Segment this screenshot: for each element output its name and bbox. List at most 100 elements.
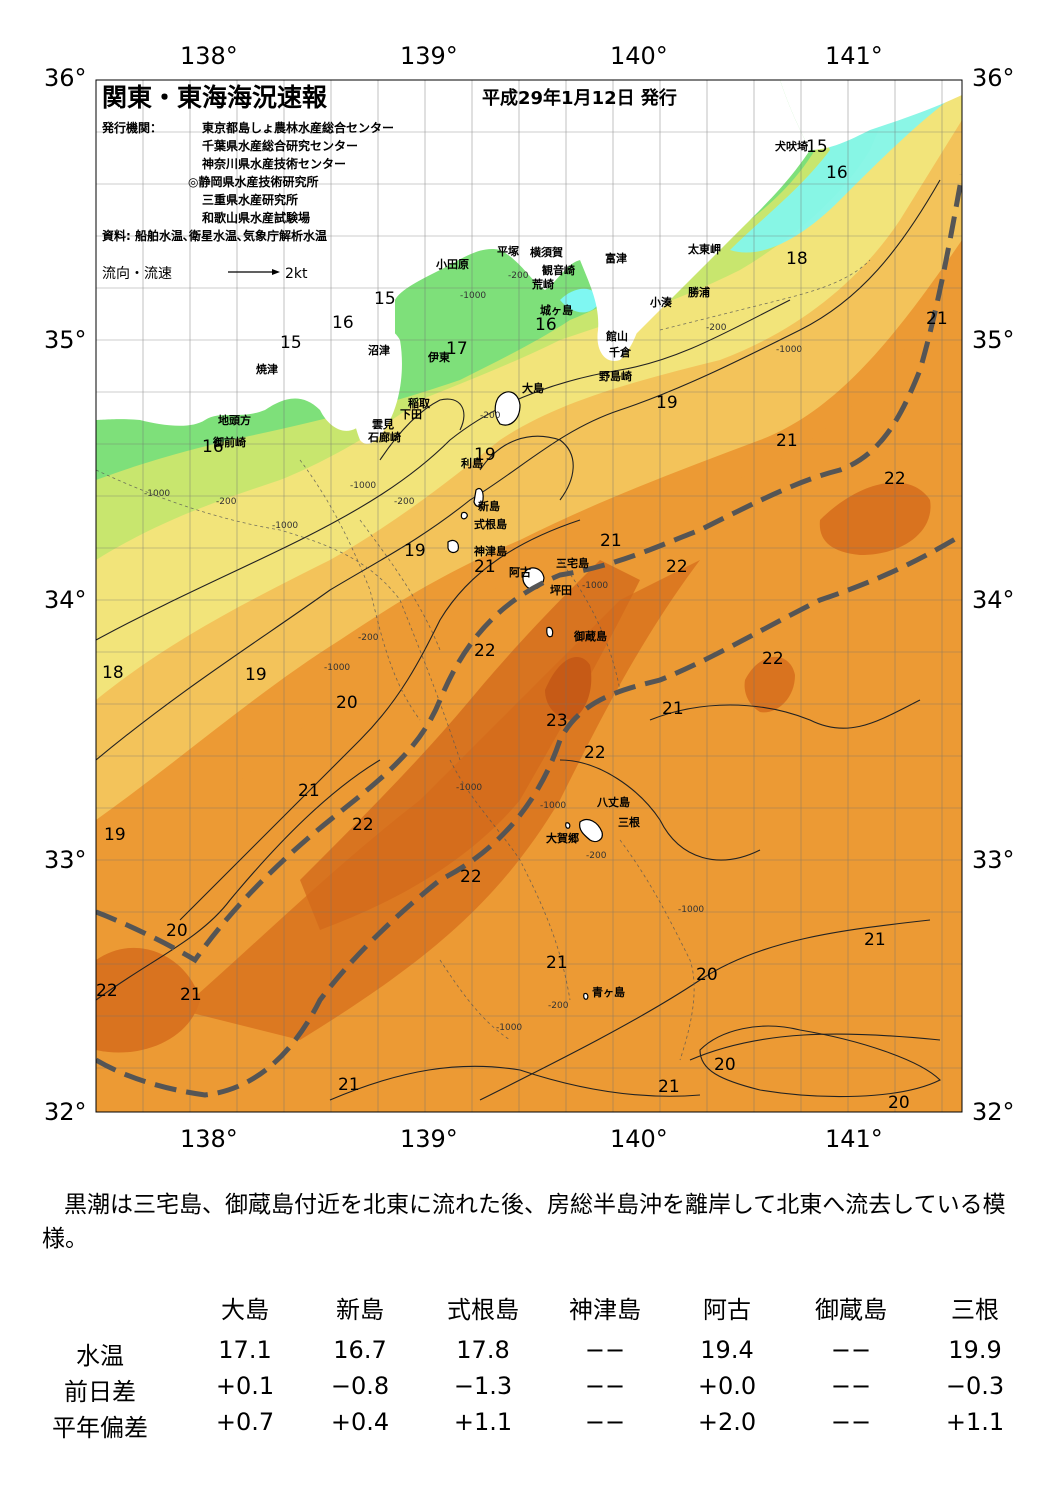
- isotherm-label: 22: [352, 815, 374, 835]
- lat-tick-left: 34°: [44, 586, 87, 614]
- depth-label: -1000: [144, 489, 170, 499]
- lat-tick-right: 32°: [972, 1098, 1015, 1126]
- isotherm-label: 19: [245, 665, 267, 685]
- isotherm-label: 21: [864, 930, 886, 950]
- depth-label: -200: [586, 851, 607, 861]
- temperature-field: [96, 80, 962, 1112]
- place-label: 勝浦: [688, 285, 710, 299]
- issuer-item: 東京都島しょ農林水産総合センター: [202, 120, 394, 135]
- flow-legend-scale: 2kt: [285, 266, 308, 282]
- stats-cell: −1.3: [453, 1372, 513, 1400]
- place-label: 御蔵島: [573, 629, 607, 643]
- place-label: 平塚: [497, 244, 519, 258]
- stats-cell: +2.0: [697, 1408, 757, 1436]
- place-label: 野島崎: [599, 369, 632, 383]
- stats-cell: +1.1: [453, 1408, 513, 1436]
- data-sources: 資料: 船舶水温､衛星水温､気象庁解析水温: [102, 228, 327, 243]
- isotherm-label: 21: [658, 1077, 680, 1097]
- stats-row-normal-dev: 平年偏差 +0.7 +0.4 +1.1 −− +2.0 −− +1.1: [20, 1408, 1040, 1444]
- depth-label: -200: [216, 497, 237, 507]
- issuer-item: 神奈川県水産技術センター: [202, 156, 346, 171]
- lat-tick-right: 35°: [972, 326, 1015, 354]
- stats-row-temperature: 水温 17.1 16.7 17.8 −− 19.4 −− 19.9: [20, 1336, 1040, 1372]
- stats-cell: +1.1: [945, 1408, 1005, 1436]
- isotherm-label: 19: [656, 393, 678, 413]
- lat-tick-left: 33°: [44, 846, 87, 874]
- place-label: 雲見: [372, 418, 394, 431]
- place-label: 大賀郷: [546, 831, 579, 845]
- issuer-item: ◎静岡県水産技術研究所: [188, 174, 318, 189]
- stats-col-header: 神津島: [569, 1296, 641, 1324]
- depth-label: -200: [358, 633, 379, 643]
- place-label: 新島: [478, 499, 500, 513]
- stats-row-daily-diff: 前日差 +0.1 −0.8 −1.3 −− +0.0 −− −0.3: [20, 1372, 1040, 1408]
- lat-tick-left: 32°: [44, 1098, 87, 1126]
- stats-cell: −−: [584, 1408, 626, 1436]
- sea-temperature-map: 138° 139° 140° 141° 138° 139° 140° 141° …: [44, 42, 1015, 1153]
- map-title: 関東・東海海況速報: [102, 83, 328, 112]
- isotherm-label: 20: [336, 693, 358, 713]
- place-label: 太東岬: [687, 242, 721, 256]
- depth-label: -200: [480, 411, 501, 421]
- issue-date: 平成29年1月12日 発行: [482, 87, 677, 109]
- isotherm-label: 21: [662, 699, 684, 719]
- isotherm-label: 15: [280, 333, 302, 353]
- isotherm-label: 22: [884, 469, 906, 489]
- place-label: 下田: [400, 408, 422, 421]
- isotherm-label: 23: [546, 711, 568, 731]
- stats-col-header: 大島: [221, 1296, 269, 1324]
- isotherm-label: 21: [600, 531, 622, 551]
- lon-tick-top: 139°: [400, 42, 458, 70]
- depth-label: -1000: [350, 481, 376, 491]
- isotherm-label: 17: [446, 339, 468, 359]
- isotherm-lines: [96, 179, 941, 1101]
- stats-col-header: 式根島: [447, 1296, 519, 1324]
- isotherm-label: 22: [762, 649, 784, 669]
- lon-tick-bottom: 139°: [400, 1125, 458, 1153]
- stats-row-label: 水温: [76, 1342, 124, 1370]
- lon-tick-bottom: 140°: [610, 1125, 668, 1153]
- lat-tick-left: 35°: [44, 326, 87, 354]
- isotherm-label: 19: [474, 445, 496, 465]
- place-label: 三根: [618, 815, 641, 829]
- place-label: 地頭方: [218, 413, 251, 427]
- issuer-item: 千葉県水産総合研究センター: [202, 138, 358, 153]
- depth-label: -1000: [456, 783, 482, 793]
- place-label: 神津島: [474, 544, 507, 558]
- lat-tick-right: 33°: [972, 846, 1015, 874]
- kuroshio-axis: [96, 174, 962, 1098]
- place-label: 焼津: [256, 362, 278, 376]
- place-label: 伊東: [427, 350, 451, 364]
- stats-cell: 19.9: [948, 1336, 1002, 1364]
- isotherm-label: 16: [332, 313, 354, 333]
- stats-cell: +0.4: [330, 1408, 390, 1436]
- isotherm-label: 20: [166, 921, 188, 941]
- issuer-item: 三重県水産研究所: [202, 192, 298, 207]
- isotherm-label: 16: [826, 163, 848, 183]
- isotherm-label: 20: [714, 1055, 736, 1075]
- isotherm-label: 21: [180, 985, 202, 1005]
- stats-header-row: 大島 新島 式根島 神津島 阿古 御蔵島 三根: [20, 1290, 1040, 1326]
- place-label: 御前崎: [212, 435, 246, 449]
- lat-tick-left: 36°: [44, 64, 87, 92]
- place-label: 稲取: [408, 396, 430, 410]
- place-label: 小湊: [649, 295, 672, 309]
- isotherm-label: 20: [888, 1093, 910, 1113]
- stats-cell: −−: [584, 1336, 626, 1364]
- summary-body: 黒潮は三宅島、御蔵島付近を北東に流れた後、房総半島沖を離岸して北東へ流去している…: [42, 1192, 1006, 1252]
- depth-labels: -200 -1000 -200 -200 -1000 -1000 -200 -1…: [144, 271, 802, 1033]
- place-label: 大島: [522, 381, 544, 395]
- isotherm-label: 21: [474, 557, 496, 577]
- place-label: 石廊崎: [367, 430, 401, 444]
- isotherm-label: 22: [460, 867, 482, 887]
- place-label: 荒崎: [531, 277, 554, 291]
- stats-cell: +0.0: [697, 1372, 757, 1400]
- depth-label: -200: [548, 1001, 569, 1011]
- depth-label: -1000: [324, 663, 350, 673]
- stats-cell: 17.8: [456, 1336, 510, 1364]
- isotherm-labels: 15 16 18 21 15 16 15 17 16 19 21 22 16 1…: [102, 137, 948, 1075]
- place-label: 利島: [461, 456, 483, 470]
- stats-col-header: 新島: [336, 1296, 384, 1324]
- isotherm-label: 22: [584, 743, 606, 763]
- isotherm-label: 15: [374, 289, 396, 309]
